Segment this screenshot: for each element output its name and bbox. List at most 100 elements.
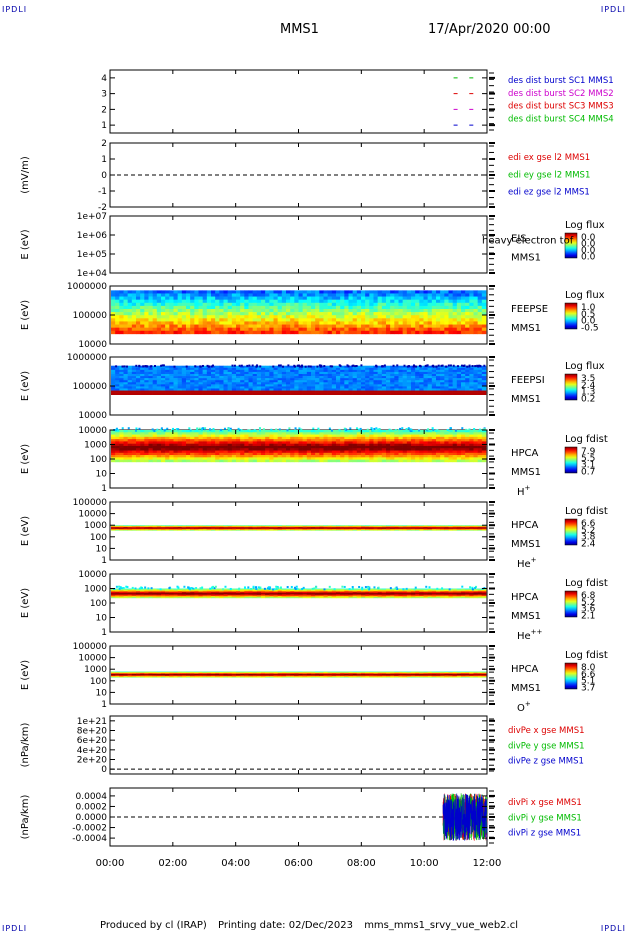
heatmap-cell xyxy=(144,321,149,325)
heatmap-cell xyxy=(386,452,391,456)
heatmap-cell xyxy=(156,321,162,325)
heatmap-cell xyxy=(381,450,387,454)
heatmap-cell xyxy=(290,371,295,375)
heatmap-cell xyxy=(298,432,303,435)
heatmap-cell xyxy=(277,369,283,373)
heatmap-cell xyxy=(140,369,145,373)
heatmap-cell xyxy=(423,371,428,375)
heatmap-cell xyxy=(469,308,474,313)
heatmap-cell xyxy=(294,432,299,435)
heatmap-cell xyxy=(427,390,433,393)
heatmap-cell xyxy=(152,367,158,371)
heatmap-cell xyxy=(394,382,399,385)
heatmap-cell xyxy=(127,445,133,449)
heatmap-cell xyxy=(286,450,291,454)
heatmap-cell xyxy=(398,441,403,444)
heatmap-cell xyxy=(123,302,128,307)
heatmap-cell xyxy=(348,365,353,369)
heatmap-cell xyxy=(211,441,216,444)
heatmap-cell xyxy=(219,299,224,304)
heatmap-cell xyxy=(340,367,345,371)
heatmap-cell xyxy=(206,384,212,387)
heatmap-cell xyxy=(269,327,274,332)
heatmap-cell xyxy=(456,321,462,325)
heatmap-cell xyxy=(152,432,158,435)
heatmap-cell xyxy=(365,312,370,316)
heatmap-cell xyxy=(298,527,303,529)
heatmap-cell xyxy=(319,296,324,300)
heatmap-cell xyxy=(456,324,462,328)
heatmap-cell xyxy=(119,455,124,458)
heatmap-cell xyxy=(140,455,145,458)
heatmap-cell xyxy=(319,367,324,371)
heatmap-cell xyxy=(302,305,308,310)
heatmap-cell xyxy=(223,528,228,529)
heatmap-speckle xyxy=(461,427,464,430)
heatmap-cell xyxy=(365,450,370,454)
heatmap-cell xyxy=(111,380,116,383)
heatmap-speckle xyxy=(431,427,434,430)
heatmap-cell xyxy=(190,371,195,375)
heatmap-cell xyxy=(323,324,328,328)
heatmap-cell xyxy=(165,371,170,375)
heatmap-cell xyxy=(140,457,145,460)
heatmap-cell xyxy=(286,327,291,332)
heatmap-cell xyxy=(202,327,208,332)
heatmap-cell xyxy=(411,439,416,442)
heatmap-cell xyxy=(231,528,237,530)
heatmap-cell xyxy=(352,330,358,335)
heatmap-cell xyxy=(315,448,320,451)
heatmap-speckle xyxy=(121,427,124,430)
heatmap-cell xyxy=(369,457,374,460)
heatmap-cell xyxy=(198,436,203,440)
heatmap-speckle xyxy=(445,365,448,368)
heatmap-cell xyxy=(419,369,424,373)
heatmap-cell xyxy=(177,318,183,322)
heatmap-cell xyxy=(390,312,395,316)
heatmap-cell xyxy=(473,324,478,328)
heatmap-cell xyxy=(206,386,212,389)
heatmap-cell xyxy=(211,445,216,449)
heatmap-cell xyxy=(248,525,253,527)
heatmap-cell xyxy=(131,365,137,369)
heatmap-cell xyxy=(248,293,253,297)
heatmap-cell xyxy=(298,445,303,449)
heatmap-cell xyxy=(194,330,199,335)
heatmap-cell xyxy=(152,526,158,528)
heatmap-cell xyxy=(277,455,283,458)
heatmap-cell xyxy=(236,299,241,304)
heatmap-cell xyxy=(286,452,291,456)
heatmap-cell xyxy=(423,430,428,433)
heatmap-cell xyxy=(306,439,312,442)
heatmap-cell xyxy=(211,525,216,526)
heatmap-cell xyxy=(115,299,120,304)
heatmap-cell xyxy=(427,373,433,377)
ytick-label: 1e+04 xyxy=(77,269,108,279)
heatmap-cell xyxy=(436,321,441,325)
heatmap-cell xyxy=(119,528,124,530)
heatmap-cell xyxy=(290,450,295,454)
heatmap-cell xyxy=(248,369,253,373)
heatmap-cell xyxy=(169,530,174,531)
heatmap-cell xyxy=(436,327,441,332)
heatmap-cell xyxy=(227,367,233,371)
heatmap-cell xyxy=(186,459,191,463)
heatmap-cell xyxy=(323,382,328,385)
heatmap-cell xyxy=(319,430,324,433)
heatmap-cell xyxy=(148,388,153,391)
heatmap-cell xyxy=(256,529,262,530)
heatmap-cell xyxy=(406,376,412,379)
heatmap-cell xyxy=(169,330,174,335)
heatmap-cell xyxy=(481,299,487,304)
heatmap-cell xyxy=(173,367,178,371)
heatmap-cell xyxy=(319,457,324,460)
heatmap-cell xyxy=(427,299,433,304)
heatmap-cell xyxy=(223,315,228,319)
heatmap-cell xyxy=(352,367,358,371)
heatmap-cell xyxy=(152,527,158,529)
heatmap-cell xyxy=(173,434,178,438)
heatmap-cell xyxy=(361,390,366,393)
heatmap-cell xyxy=(144,441,149,444)
heatmap-cell xyxy=(252,434,258,438)
heatmap-cell xyxy=(231,365,237,369)
